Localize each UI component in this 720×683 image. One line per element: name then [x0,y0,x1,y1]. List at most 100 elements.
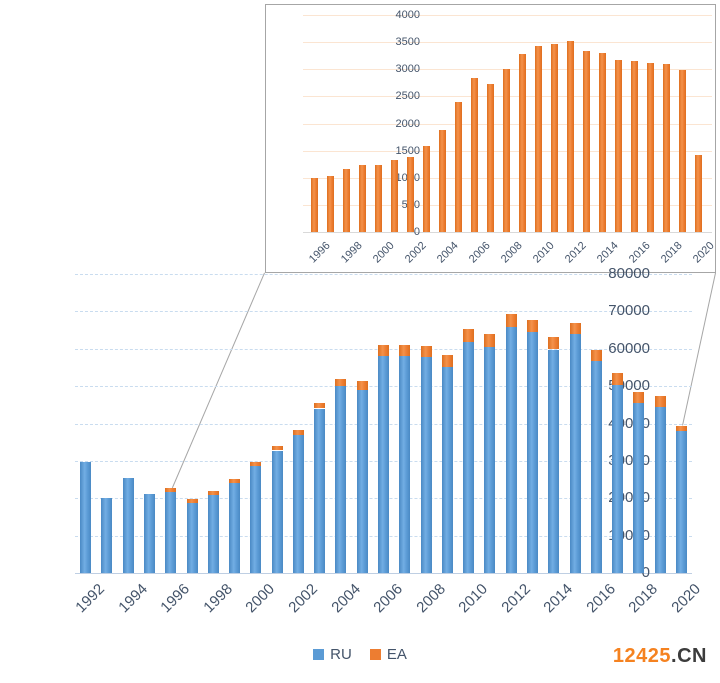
legend-item-ea: EA [369,646,407,663]
bar-segment-ea-2019 [654,395,666,407]
bar-segment-ea-2014 [548,337,560,350]
bar-segment-ru-2011 [484,347,496,573]
x-tick-label: 2000 [242,580,279,617]
bar-segment-ru-2012 [505,327,517,573]
bar-segment-ea-2008 [502,69,510,233]
x-tick-label: 2020 [668,580,705,617]
bar-segment-ea-2017 [612,373,623,385]
bar-segment-ru-2006 [378,355,389,573]
watermark-number: 12425 [612,645,672,667]
bar-segment-ea-2015 [614,60,622,232]
y-tick-label: 80000 [608,265,650,282]
bar-segment-ea-1996 [165,488,177,492]
bar-segment-ru-2005 [356,390,368,573]
x-axis-line [303,232,712,233]
bar-segment-ea-2020 [694,155,702,232]
bar-segment-ru-2019 [654,406,666,573]
bar-segment-ea-2008 [420,345,432,357]
bar-segment-ea-2013 [582,51,590,232]
gridline [75,274,692,275]
legend-item-ru: RU [313,646,352,663]
bar-segment-ru-2017 [612,385,623,573]
bar-segment-ea-2005 [454,101,462,232]
bar-segment-ea-2002 [406,156,414,232]
bar-segment-ea-1998 [207,490,219,496]
gridline [303,15,712,16]
x-tick-label: 2016 [583,580,619,617]
callout-line-left [171,272,265,489]
x-tick-label: 2018 [625,580,662,617]
legend-swatch-ea [369,649,381,660]
bar-segment-ea-2010 [534,45,542,232]
bar-segment-ea-2020 [675,426,687,432]
bar-segment-ru-1992 [80,461,92,573]
bar-segment-ru-2004 [335,385,347,573]
bar-segment-ru-2010 [463,341,475,573]
bar-segment-ea-2007 [486,83,494,232]
gridline [75,311,692,313]
bar-segment-ru-2015 [569,334,581,573]
bar-segment-ru-2007 [399,355,411,573]
x-tick-label: 2006 [370,580,407,617]
bar-segment-ea-2000 [250,461,262,467]
bar-segment-ea-2009 [441,354,453,367]
y-tick-label: 3500 [395,36,420,49]
x-tick-label: 2008 [413,580,449,617]
bar-segment-ea-2004 [335,378,347,386]
bar-segment-ea-2001 [271,445,283,451]
watermark-suffix: .CN [671,645,707,667]
x-axis-line [75,573,692,574]
bar-segment-ea-2016 [630,60,638,232]
bar-segment-ea-1999 [358,165,366,232]
y-tick-label: 3000 [395,63,420,76]
bar-segment-ea-2009 [518,53,526,232]
legend-label-ru: RU [330,646,352,663]
bar-segment-ea-2000 [374,165,382,232]
x-tick-label: 2004 [327,580,364,617]
bar-segment-ru-1994 [122,478,134,573]
bar-segment-ea-2003 [314,402,326,409]
bar-segment-ea-2011 [550,44,558,232]
bar-segment-ea-2006 [378,345,389,356]
bar-segment-ea-2019 [678,70,686,232]
bar-segment-ea-2014 [598,53,606,232]
bar-segment-ru-1993 [101,498,113,574]
bar-segment-ru-2000 [250,466,262,573]
bar-segment-ru-1999 [229,483,241,573]
bar-segment-ea-1998 [342,168,350,232]
x-tick-label: 1996 [157,580,194,617]
bar-segment-ea-1997 [186,499,198,503]
y-tick-label: 4000 [395,9,420,21]
bar-segment-ru-2016 [590,361,602,573]
bar-segment-ru-2020 [675,431,687,573]
bar-segment-ea-2018 [633,391,645,404]
bar-segment-ru-2001 [271,450,283,573]
x-tick-label: 1998 [200,580,236,617]
bar-segment-ru-2008 [420,357,432,573]
bar-segment-ea-2017 [646,63,654,232]
x-tick-label: 1994 [115,580,151,617]
bar-segment-ea-1999 [229,478,241,484]
y-tick-label: 0 [413,226,420,238]
y-tick-label: 0 [641,564,650,581]
bar-segment-ea-2012 [566,41,574,232]
bar-segment-ea-2015 [569,322,581,335]
bar-segment-ea-2007 [399,345,411,356]
bar-segment-ea-1997 [326,176,334,232]
y-tick-label: 2500 [395,90,420,103]
bar-segment-ru-1998 [207,495,219,573]
x-tick-label: 2002 [285,580,322,617]
bar-segment-ea-2010 [463,328,475,342]
gridline [303,42,712,44]
bar-segment-ea-2011 [484,334,496,348]
x-tick-label: 1992 [72,580,109,617]
y-tick-label: 70000 [608,302,650,320]
bar-segment-ea-2001 [390,160,398,232]
bar-segment-ea-1996 [310,177,318,233]
bar-segment-ru-1997 [186,502,198,573]
bar-segment-ea-2005 [356,381,368,391]
bar-segment-ru-1995 [144,494,155,573]
bar-segment-ru-1996 [165,491,177,573]
bar-segment-ea-2002 [292,429,304,436]
legend-swatch-ru [313,649,325,660]
